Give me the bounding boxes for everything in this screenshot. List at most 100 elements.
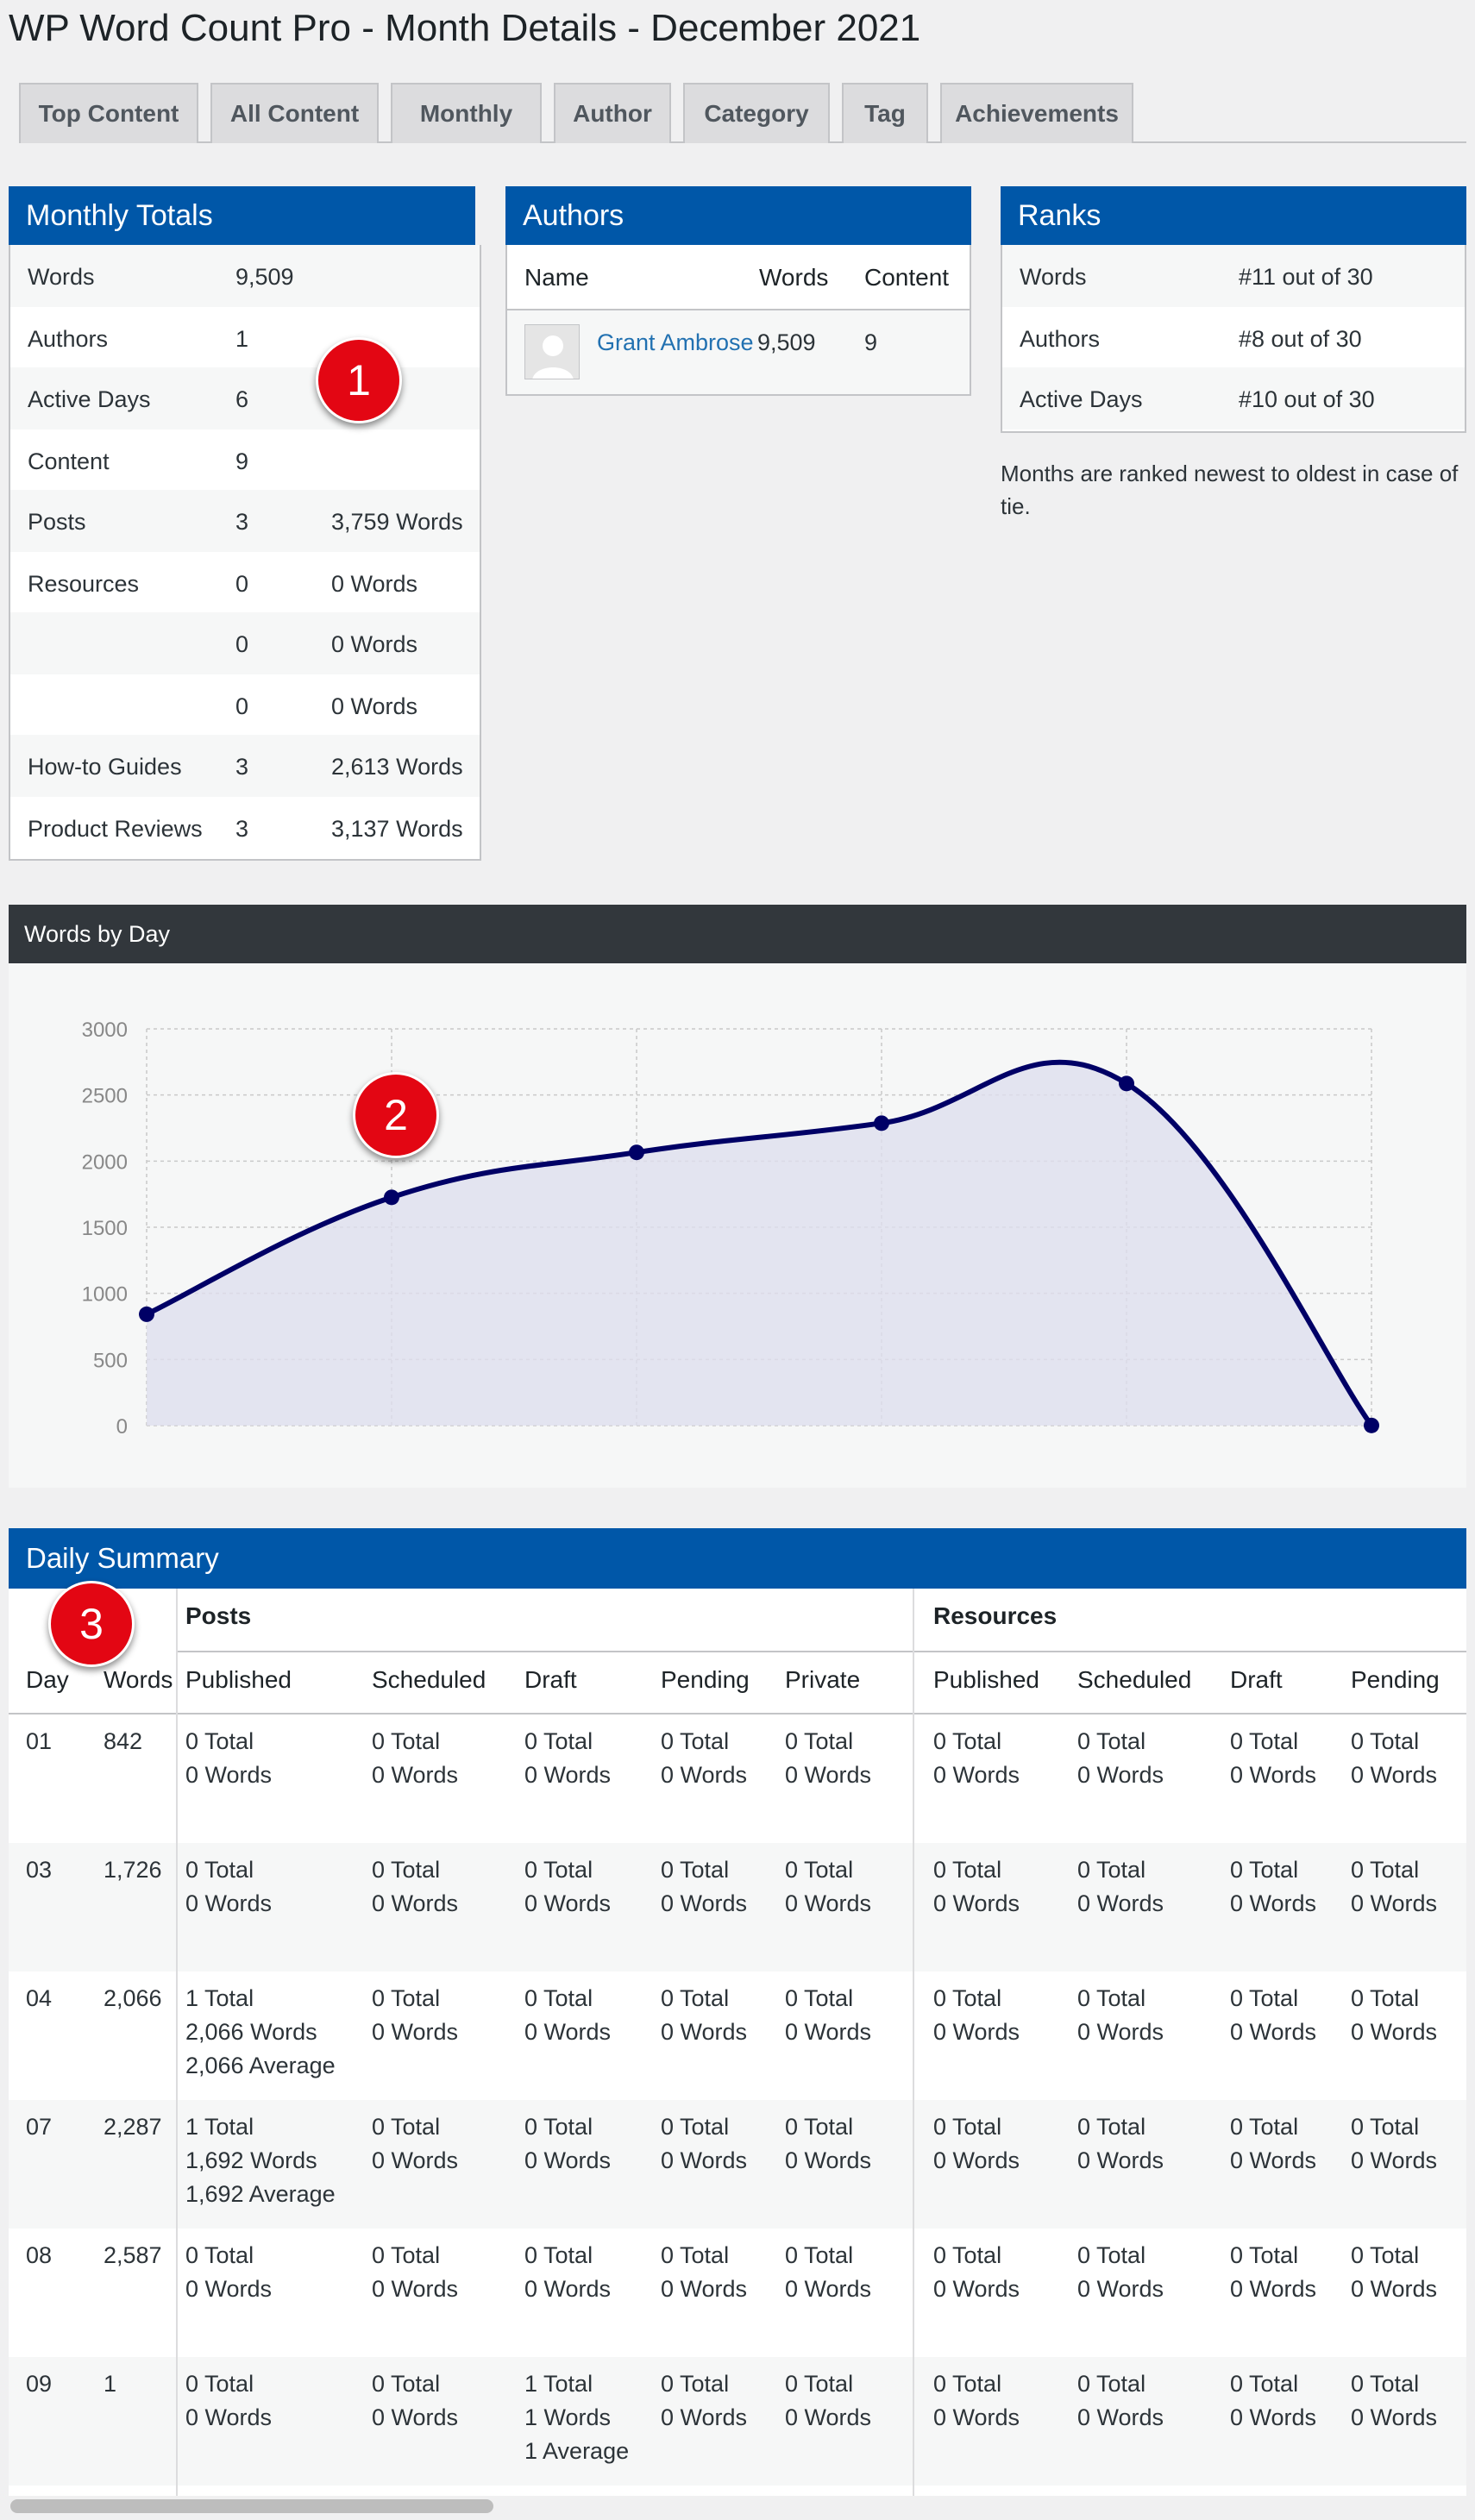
data-point [139, 1306, 154, 1322]
status-line: 0 Words [185, 2404, 273, 2430]
status-line: 1 Total [185, 1985, 254, 2011]
status-line: 0 Total [661, 1728, 730, 1754]
status-cell: 0 Total 0 Words [372, 1982, 458, 2049]
status-line: 0 Words [785, 2147, 872, 2173]
status-line: 0 Total [372, 1857, 441, 1883]
chart-svg: 0 500 1000 1500 2000 2500 3000 [82, 1019, 1379, 1439]
row-extra: 2,613 Words [331, 754, 463, 780]
tab-author[interactable]: Author [554, 83, 671, 143]
table-row: 08 2,587 0 Total 0 Words 0 Total 0 Words 0 Tot… [9, 2229, 1466, 2357]
status-line: 0 Total [661, 2371, 730, 2397]
status-cell: 0 Total 0 Words [185, 1725, 272, 1792]
y-tick-label: 2000 [82, 1150, 128, 1174]
status-line: 0 Words [524, 2019, 612, 2045]
status-cell: 0 Total 0 Words [933, 1982, 1020, 2049]
step-badge-3: 3 [48, 1581, 135, 1667]
author-name-link[interactable]: Grant Ambrose [597, 329, 754, 355]
status-line: 0 Total [661, 1857, 730, 1883]
status-line: 0 Total [1077, 2114, 1146, 2140]
status-line: 0 Words [1230, 2276, 1317, 2302]
status-cell: 0 Total 0 Words [661, 1725, 747, 1792]
data-point [384, 1189, 399, 1206]
y-tick-label: 1500 [82, 1217, 128, 1240]
words-cell: 2,066 [104, 1985, 162, 2011]
status-line: 1 Words [524, 2404, 612, 2430]
status-line: 0 Words [372, 1890, 459, 1916]
table-row: Words #11 out of 30 [1002, 245, 1465, 307]
avatar [524, 324, 580, 379]
status-cell: 0 Total 0 Words [185, 1853, 272, 1921]
tab-achievements[interactable]: Achievements [940, 83, 1133, 143]
row-label: Authors [28, 326, 109, 352]
tab-top-content[interactable]: Top Content [19, 83, 198, 143]
status-cell: 0 Total 0 Words [1351, 1725, 1437, 1792]
table-row: Content 9 [10, 429, 480, 492]
rank-value: #10 out of 30 [1239, 386, 1375, 412]
ranks-table: Words #11 out of 30 Authors #8 out of 30… [1001, 245, 1466, 433]
day-cell: 01 [26, 1728, 53, 1754]
row-label: How-to Guides [28, 754, 182, 780]
horizontal-scrollbar[interactable] [9, 2496, 1466, 2518]
col-content-header: Content [864, 264, 950, 291]
status-line: 0 Words [661, 2276, 748, 2302]
status-line: 1,692 Average [185, 2181, 336, 2207]
status-line: 0 Words [1230, 2019, 1317, 2045]
col-status-header: Published [933, 1666, 1039, 1693]
status-line: 0 Words [785, 2019, 872, 2045]
rank-label: Active Days [1020, 386, 1143, 412]
status-line: 0 Words [1077, 2147, 1164, 2173]
day-cell: 09 [26, 2371, 53, 2397]
status-line: 0 Total [372, 1728, 441, 1754]
tab-monthly[interactable]: Monthly [391, 83, 542, 143]
status-line: 0 Words [372, 1762, 459, 1788]
column-separator [176, 1589, 178, 2496]
status-line: 0 Total [1351, 1728, 1420, 1754]
row-label: Words [28, 264, 95, 290]
status-cell: 0 Total 0 Words [524, 1725, 611, 1792]
header-divider [9, 1713, 1466, 1714]
status-line: 0 Words [1351, 2019, 1438, 2045]
status-line: 0 Words [524, 1762, 612, 1788]
scrollbar-thumb[interactable] [10, 2499, 493, 2513]
tab-tag[interactable]: Tag [842, 83, 928, 143]
status-cell: 0 Total 0 Words [372, 1853, 458, 1921]
status-line: 0 Words [661, 2147, 748, 2173]
tab-all-content[interactable]: All Content [210, 83, 379, 143]
status-cell: 0 Total 0 Words [185, 2367, 272, 2435]
status-line: 0 Total [933, 2114, 1002, 2140]
status-line: 0 Total [785, 2371, 854, 2397]
row-extra: 0 Words [331, 631, 418, 657]
row-value: 1 [235, 326, 249, 352]
status-line: 0 Words [933, 2276, 1020, 2302]
words-by-day-chart: 0 500 1000 1500 2000 2500 3000 [9, 963, 1466, 1488]
daily-summary-table: Posts Resources Day Words Published Scheduled… [9, 1589, 1466, 2496]
status-cell: 0 Total 0 Words [933, 2110, 1020, 2178]
status-cell: 0 Total 0 Words [933, 2239, 1020, 2306]
table-row: 03 1,726 0 Total 0 Words 0 Total 0 Words 0 Tot… [9, 1843, 1466, 1971]
status-line: 0 Total [185, 2371, 254, 2397]
col-day-header: Day [26, 1666, 69, 1693]
status-line: 0 Total [933, 1857, 1002, 1883]
status-line: 0 Total [524, 1728, 593, 1754]
status-line: 0 Words [1077, 2019, 1164, 2045]
status-line: 0 Total [185, 1857, 254, 1883]
status-line: 0 Words [1351, 1890, 1438, 1916]
row-value: 9,509 [235, 264, 294, 290]
row-value: 0 [235, 571, 249, 597]
col-status-header: Scheduled [1077, 1666, 1192, 1693]
status-line: 0 Total [785, 1985, 854, 2011]
status-cell: 0 Total 0 Words [1230, 2239, 1316, 2306]
y-tick-label: 0 [116, 1415, 128, 1439]
table-row: Authors 1 [10, 307, 480, 369]
status-line: 0 Total [524, 2114, 593, 2140]
status-cell: 0 Total 0 Words [1077, 2110, 1164, 2178]
status-line: 0 Words [661, 2404, 748, 2430]
row-value: 3 [235, 754, 249, 780]
status-line: 0 Words [785, 1762, 872, 1788]
status-cell: 0 Total 0 Words [524, 2239, 611, 2306]
status-line: 0 Total [1230, 1728, 1299, 1754]
status-line: 0 Words [372, 2147, 459, 2173]
status-line: 0 Total [185, 2242, 254, 2268]
tab-category[interactable]: Category [683, 83, 830, 143]
series-line [145, 1059, 1374, 1427]
